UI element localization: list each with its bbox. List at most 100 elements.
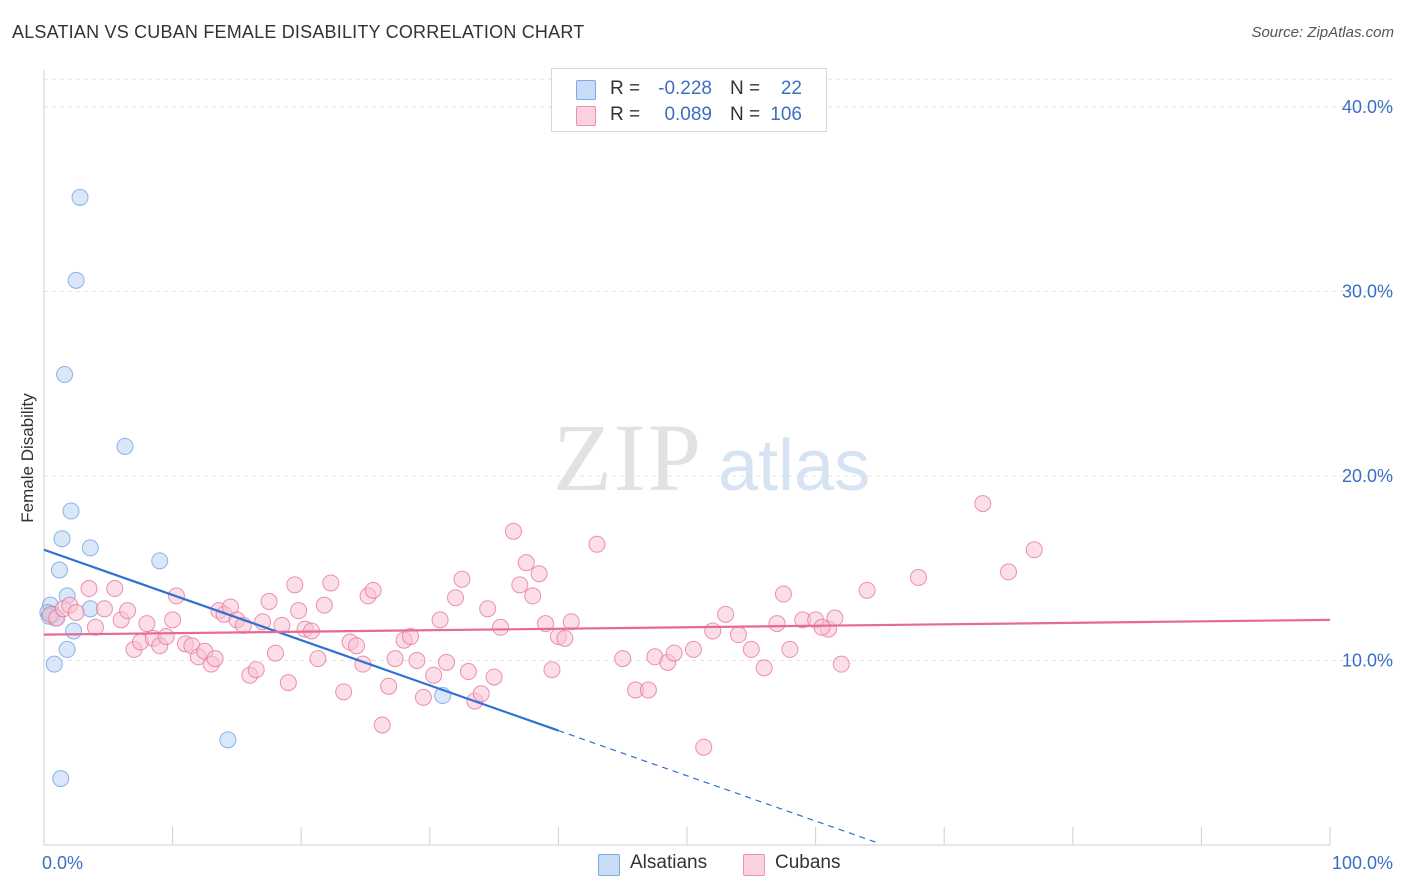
point-cubans	[279, 674, 297, 692]
point-alsatians	[62, 502, 80, 520]
x-tick-label: 0.0%	[42, 853, 83, 873]
point-cubans	[556, 629, 574, 647]
legend-swatch-cubans	[576, 106, 596, 126]
point-cubans	[286, 576, 304, 594]
y-tick-label: 40.0%	[1342, 97, 1393, 117]
point-cubans	[347, 637, 365, 655]
point-cubans	[157, 627, 175, 645]
stats-legend: R = -0.228 N = 22 R = 0.089 N = 106	[551, 68, 827, 132]
point-cubans	[530, 565, 548, 583]
bottom-legend-label-alsatians: Alsatians	[630, 852, 708, 873]
y-axis-title: Female Disability	[18, 393, 37, 523]
point-cubans	[260, 592, 278, 610]
point-cubans	[438, 653, 456, 671]
point-alsatians	[56, 365, 74, 383]
point-cubans	[95, 600, 113, 618]
point-cubans	[768, 615, 786, 633]
y-tick-label: 20.0%	[1342, 466, 1393, 486]
point-cubans	[485, 668, 503, 686]
point-cubans	[1000, 563, 1017, 581]
point-cubans	[425, 666, 443, 684]
point-cubans	[717, 605, 735, 623]
point-cubans	[832, 655, 850, 673]
point-cubans	[414, 688, 432, 706]
point-cubans	[492, 618, 510, 636]
watermark-zip: ZIP	[553, 404, 703, 511]
bottom-legend-swatch-alsatians	[598, 854, 620, 876]
point-alsatians	[50, 561, 68, 579]
legend-swatch-alsatians	[576, 80, 596, 100]
point-cubans	[755, 659, 773, 677]
point-cubans	[266, 644, 284, 662]
legend-n-label: N =	[730, 104, 761, 125]
point-cubans	[517, 554, 535, 572]
point-cubans	[537, 615, 555, 633]
point-cubans	[511, 576, 529, 594]
point-cubans	[431, 611, 449, 629]
point-cubans	[826, 609, 844, 627]
point-cubans	[322, 574, 340, 592]
point-alsatians	[45, 655, 63, 673]
point-cubans	[373, 716, 391, 734]
point-alsatians	[151, 552, 169, 570]
trend-extension-alsatians	[558, 730, 881, 845]
point-cubans	[665, 644, 683, 662]
point-alsatians	[52, 770, 70, 788]
point-alsatians	[81, 600, 99, 618]
legend-r-value: -0.228	[658, 78, 712, 99]
chart-title: ALSATIAN VS CUBAN FEMALE DISABILITY CORR…	[12, 22, 585, 42]
point-cubans	[364, 581, 382, 599]
point-cubans	[80, 580, 98, 598]
point-cubans	[614, 650, 632, 668]
point-cubans	[67, 604, 85, 621]
point-cubans	[206, 650, 224, 668]
legend-r-value: 0.089	[664, 104, 712, 125]
point-cubans	[588, 535, 606, 553]
point-cubans	[974, 495, 992, 513]
point-cubans	[729, 626, 747, 644]
point-alsatians	[65, 622, 83, 640]
point-cubans	[119, 602, 137, 620]
point-cubans	[695, 738, 713, 756]
point-cubans	[479, 600, 497, 618]
legend-n-label: N =	[730, 78, 761, 99]
trend-lines	[43, 548, 1331, 845]
point-alsatians	[219, 731, 237, 749]
chart-source: Source: ZipAtlas.com	[1251, 24, 1394, 41]
point-cubans	[684, 640, 702, 658]
point-cubans	[447, 589, 465, 607]
point-alsatians	[53, 530, 71, 548]
watermark: ZIP atlas	[553, 404, 870, 511]
legend-n-value: 22	[780, 78, 802, 99]
point-cubans	[524, 587, 542, 605]
bottom-legend-label-cubans: Cubans	[775, 852, 841, 873]
grid-lines	[44, 78, 1392, 661]
point-cubans	[309, 650, 327, 668]
tick-labels: 10.0% 20.0% 30.0% 40.0% 0.0% 100.0%	[42, 97, 1393, 873]
point-cubans	[86, 618, 104, 636]
point-cubans	[247, 661, 265, 679]
legend-n-value: 106	[770, 104, 802, 125]
point-cubans	[543, 661, 561, 679]
point-cubans	[858, 581, 876, 599]
x-tick-label: 100.0%	[1332, 853, 1393, 873]
point-cubans	[164, 611, 182, 629]
trend-line-cubans	[43, 618, 1331, 636]
point-cubans	[335, 683, 353, 701]
axes	[43, 70, 1331, 846]
legend-row-alsatians: R = -0.228 N = 22	[552, 77, 826, 103]
point-cubans	[813, 618, 831, 636]
point-cubans	[290, 602, 308, 620]
point-cubans	[106, 580, 124, 598]
point-alsatians	[67, 271, 85, 289]
point-cubans	[562, 613, 580, 631]
point-cubans	[453, 570, 471, 588]
point-cubans	[909, 568, 927, 586]
watermark-atlas: atlas	[718, 426, 870, 506]
point-cubans	[704, 622, 722, 640]
data-points	[39, 188, 1043, 788]
point-alsatians	[81, 539, 99, 557]
point-cubans	[138, 615, 156, 633]
point-cubans	[1025, 541, 1043, 559]
